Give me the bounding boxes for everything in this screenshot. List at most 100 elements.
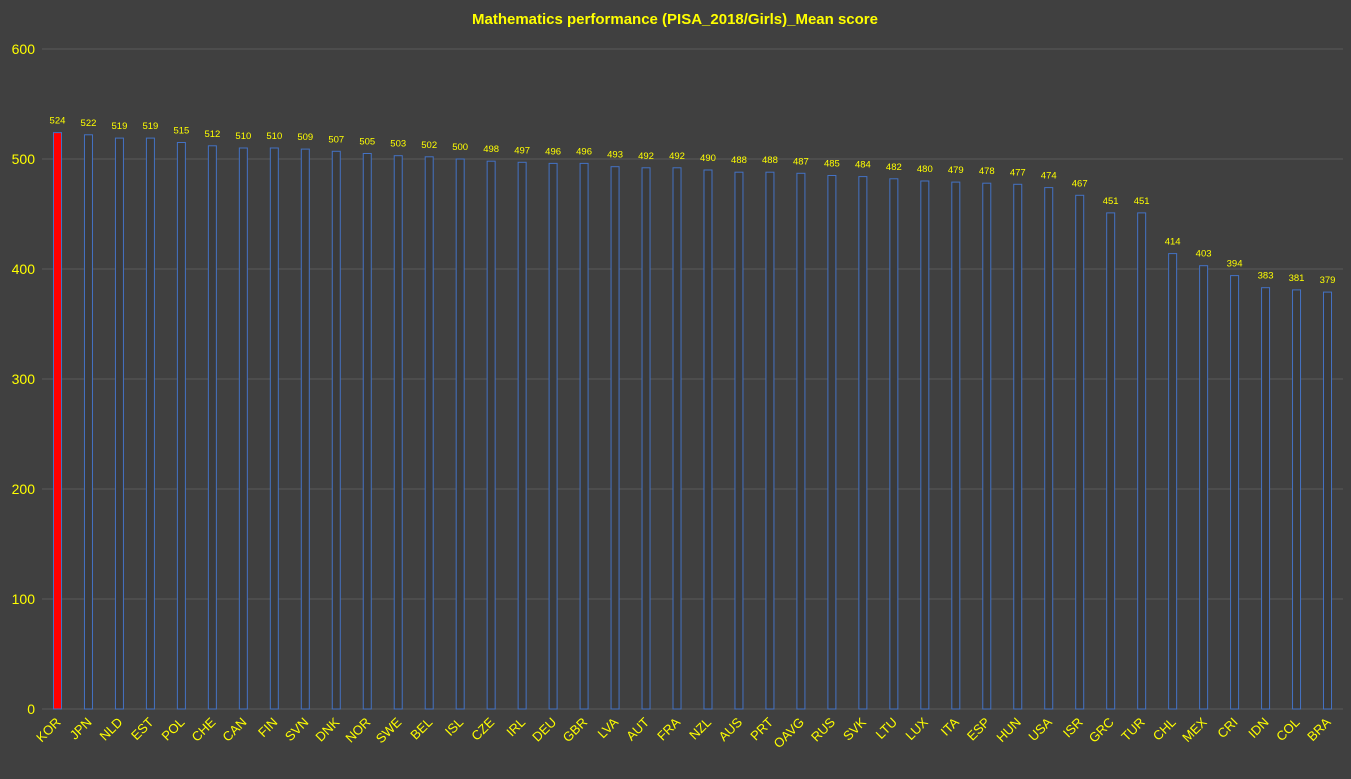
x-tick-label: RUS	[808, 714, 838, 744]
data-label: 403	[1196, 249, 1212, 260]
x-tick-label: CHL	[1150, 715, 1179, 744]
bar-mex	[1199, 265, 1209, 710]
y-tick-label: 300	[12, 371, 36, 387]
x-tick-label: BRA	[1304, 714, 1334, 744]
data-label: 492	[638, 151, 654, 162]
x-tick-label: CRI	[1214, 715, 1240, 741]
x-tick-label: JPN	[67, 715, 95, 743]
bar-bra	[1323, 291, 1333, 710]
bar-che	[207, 145, 217, 710]
y-tick-label: 200	[12, 481, 36, 497]
bar-irl	[517, 161, 527, 710]
bar-ltu	[889, 178, 899, 710]
data-label: 487	[793, 156, 809, 167]
data-label: 383	[1258, 271, 1274, 282]
bar-nld	[114, 137, 124, 710]
x-tick-label: MEX	[1179, 714, 1210, 745]
bar-cri	[1230, 275, 1240, 710]
data-label: 414	[1165, 237, 1181, 248]
data-label: 498	[483, 144, 499, 155]
data-label: 502	[421, 140, 437, 151]
data-label: 519	[142, 121, 158, 132]
bar-bel	[424, 156, 434, 710]
x-tick-label: CAN	[219, 715, 249, 745]
x-tick-label: ISR	[1060, 715, 1086, 741]
x-tick-label: FIN	[255, 715, 280, 740]
data-label: 488	[731, 155, 747, 166]
x-tick-label: KOR	[33, 715, 64, 746]
x-tick-label: LTU	[873, 715, 900, 742]
x-tick-label: HUN	[993, 715, 1024, 746]
data-label: 479	[948, 165, 964, 176]
data-label: 485	[824, 159, 840, 170]
x-tick-label: TUR	[1118, 715, 1147, 744]
x-tick-label: AUT	[623, 714, 652, 743]
x-tick-label: SVN	[282, 715, 312, 745]
bar-jpn	[83, 134, 93, 710]
bar-chl	[1168, 253, 1178, 710]
bar-grc	[1106, 212, 1116, 710]
x-tick-label: AUS	[716, 714, 746, 744]
data-label: 510	[266, 131, 282, 142]
bar-gbr	[579, 162, 589, 710]
bar-swe	[393, 155, 403, 710]
data-label: 478	[979, 166, 995, 177]
x-tick-label: ITA	[938, 714, 962, 738]
bar-tur	[1137, 212, 1147, 710]
bar-oavg	[796, 172, 806, 710]
data-label: 480	[917, 164, 933, 175]
x-tick-label: SWE	[373, 714, 405, 746]
bar-nzl	[703, 169, 713, 710]
data-label: 496	[545, 146, 561, 157]
bar-svk	[858, 176, 868, 710]
bar-lux	[920, 180, 930, 710]
y-tick-label: 500	[12, 151, 36, 167]
data-label: 379	[1320, 275, 1336, 286]
x-tick-label: OAVG	[771, 715, 807, 751]
data-label: 500	[452, 142, 468, 153]
data-label: 509	[297, 132, 313, 143]
bar-esp	[982, 182, 992, 710]
bar-hun	[1013, 183, 1023, 710]
bar-fra	[672, 167, 682, 710]
data-label: 496	[576, 146, 592, 157]
data-label: 474	[1041, 171, 1057, 182]
data-label: 490	[700, 153, 716, 164]
x-tick-label: FRA	[654, 714, 683, 743]
data-label: 510	[235, 131, 251, 142]
data-label: 482	[886, 162, 902, 173]
bar-prt	[765, 171, 775, 710]
bar-pol	[176, 142, 186, 710]
x-tick-label: DEU	[529, 715, 559, 745]
bar-kor	[52, 132, 62, 710]
data-label: 515	[173, 126, 189, 137]
y-tick-label: 400	[12, 261, 36, 277]
x-tick-label: DNK	[312, 714, 342, 744]
bar-col	[1292, 289, 1302, 710]
y-axis-ticks: 0 100 200 300 400 500 600	[12, 41, 36, 717]
x-tick-label: COL	[1273, 715, 1303, 745]
bar-idn	[1261, 287, 1271, 710]
x-tick-label: IRL	[503, 715, 528, 740]
bar-rus	[827, 175, 837, 710]
bar-svn	[300, 148, 310, 710]
chart-title: Mathematics performance (PISA_2018/Girls…	[472, 11, 878, 28]
data-label: 503	[390, 139, 406, 150]
x-tick-label: CZE	[468, 714, 497, 743]
x-tick-label: GBR	[560, 715, 591, 746]
data-label: 497	[514, 145, 530, 156]
y-tick-label: 600	[12, 41, 36, 57]
data-label: 451	[1103, 196, 1119, 207]
x-tick-label: NZL	[686, 715, 714, 743]
data-label: 522	[81, 118, 97, 129]
data-label: 519	[112, 121, 128, 132]
bar-aut	[641, 167, 651, 710]
data-label: 488	[762, 155, 778, 166]
bar-cze	[486, 160, 496, 710]
y-tick-label: 0	[27, 701, 35, 717]
bar-dnk	[331, 150, 341, 710]
x-tick-label: BEL	[407, 715, 435, 743]
data-label: 381	[1289, 273, 1305, 284]
data-label: 492	[669, 151, 685, 162]
